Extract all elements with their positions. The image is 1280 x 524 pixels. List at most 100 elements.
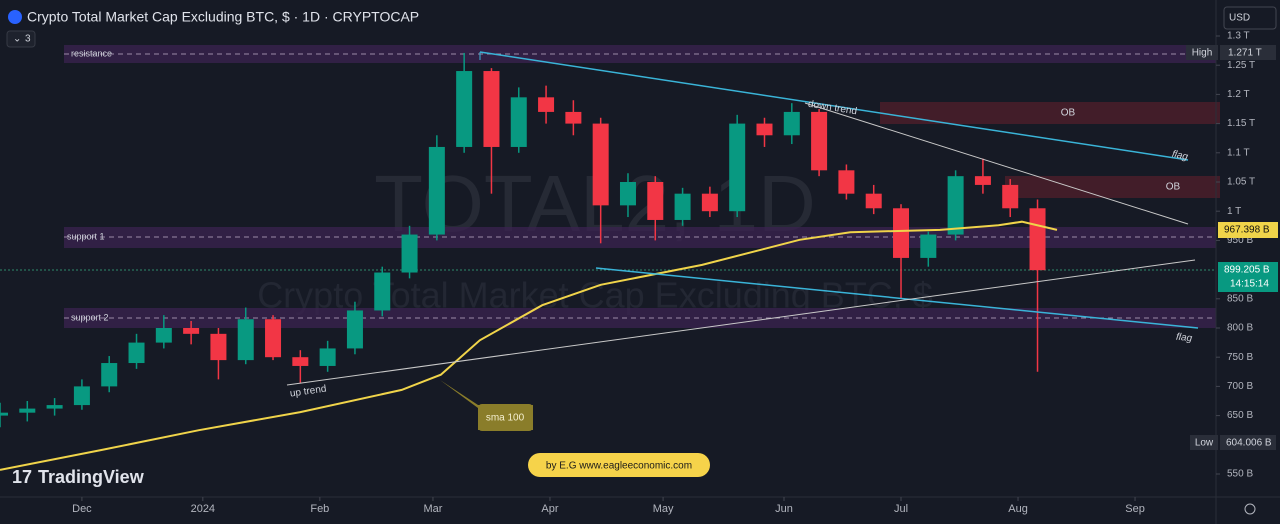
title: Crypto Total Market Cap Excluding BTC, $… [27, 9, 419, 25]
indicator-count: 3 [25, 34, 31, 45]
indicator-arrow: ⌄ [13, 34, 21, 45]
currency: USD [1229, 13, 1250, 24]
candle-body [538, 97, 555, 112]
price-labels: High 1.271 T Low 604.006 B 967.398 B 899… [1186, 45, 1278, 450]
flag-lower [595, 267, 1199, 329]
logo-mark: 17 [12, 467, 32, 487]
sma-value-box [1218, 222, 1278, 238]
candle-body [920, 234, 937, 258]
x-tick-label: May [653, 503, 674, 515]
candle-body [428, 146, 445, 235]
credit: by E.G www.eagleeconomic.com [546, 461, 692, 472]
high-value-box [1220, 45, 1276, 60]
last-value: 899.205 B [1224, 265, 1270, 276]
ob-zone [1005, 176, 1220, 198]
last-value-box [1218, 262, 1278, 292]
candle-body [947, 176, 964, 235]
y-tick-label: 1.15 T [1227, 118, 1255, 129]
candle-body [619, 181, 636, 206]
zone-label: resistance [71, 48, 112, 58]
y-tick-label: 850 B [1227, 293, 1253, 304]
candle-body [592, 123, 609, 206]
sma-line [0, 220, 1058, 471]
candle-body [893, 208, 910, 258]
candle-body [974, 176, 991, 185]
candle-body [1002, 184, 1019, 209]
y-tick-label: 650 B [1227, 410, 1253, 421]
candle-body [838, 170, 855, 194]
candle-body [374, 272, 391, 311]
candle-body [265, 319, 282, 358]
y-tick-label: 550 B [1227, 469, 1253, 480]
x-tick-label: Apr [541, 503, 558, 515]
candle-body [510, 97, 527, 147]
low-tag-box [1190, 435, 1218, 450]
sma-value: 967.398 B [1224, 225, 1270, 236]
candle-body [811, 111, 828, 171]
candle-body [237, 319, 254, 361]
brand: TradingView [38, 467, 145, 487]
down-trend-line [804, 102, 1189, 225]
candle-body [729, 123, 746, 212]
y-tick-label: 700 B [1227, 381, 1253, 392]
candle-body [46, 405, 63, 409]
candle-body [346, 310, 363, 349]
y-tick-label: 1.2 T [1227, 89, 1250, 100]
x-tick-label: Mar [423, 503, 442, 515]
sma-label: sma 100 [486, 413, 525, 424]
candle-body [483, 71, 500, 147]
y-tick-label: 950 B [1227, 235, 1253, 246]
credit-box [528, 453, 710, 477]
x-tick-label: Sep [1125, 503, 1145, 515]
flag-label: flag [1175, 332, 1193, 345]
candle-body [128, 342, 145, 364]
x-tick-label: Dec [72, 503, 92, 515]
flag-label: flag [1171, 149, 1189, 163]
up-trend-line [286, 259, 1196, 386]
candle-body [19, 408, 36, 413]
candles [0, 52, 1058, 471]
y-tick-label: 1.3 T [1227, 31, 1250, 42]
candle-body [210, 333, 227, 361]
x-tick-label: Jun [775, 503, 793, 515]
x-tick-label: Feb [310, 503, 329, 515]
symbol-icon [8, 10, 22, 24]
ob-label: OB [1061, 108, 1076, 119]
y-tick-label: 1.05 T [1227, 177, 1255, 188]
candle-body [401, 234, 418, 273]
drawings [286, 51, 1199, 386]
candle-body [865, 193, 882, 209]
candle-body [155, 327, 172, 343]
y-tick-label: 750 B [1227, 352, 1253, 363]
x-tick-label: Aug [1008, 503, 1028, 515]
indicator-toggle[interactable] [6, 30, 36, 48]
candle-body [565, 111, 582, 124]
y-tick-label: 1.1 T [1227, 147, 1250, 158]
header: Crypto Total Market Cap Excluding BTC, $… [6, 6, 1277, 515]
high-tag-box [1186, 45, 1218, 60]
currency-button[interactable] [1223, 6, 1277, 30]
callout-box [478, 404, 533, 431]
countdown: 14:15:14 [1230, 279, 1269, 290]
candle-body [456, 71, 473, 147]
candle-body [292, 357, 309, 366]
y-tick-label: 1.25 T [1227, 60, 1255, 71]
candle-body [101, 363, 118, 387]
flag-upper [479, 51, 1189, 161]
ob-label: OB [1166, 182, 1181, 193]
candle-body [783, 111, 800, 136]
candle-body [183, 327, 200, 334]
settings-icon[interactable] [1244, 503, 1256, 515]
x-tick-label: Jul [894, 503, 908, 515]
high-value: 1.271 T [1228, 48, 1262, 59]
candle-body [73, 386, 90, 406]
trend-label: up trend [289, 384, 327, 400]
zone-label: support 2 [71, 312, 109, 322]
high-tag: High [1192, 48, 1213, 59]
candle-body [674, 193, 691, 220]
candle-body [756, 123, 773, 136]
y-tick-label: 800 B [1227, 323, 1253, 334]
